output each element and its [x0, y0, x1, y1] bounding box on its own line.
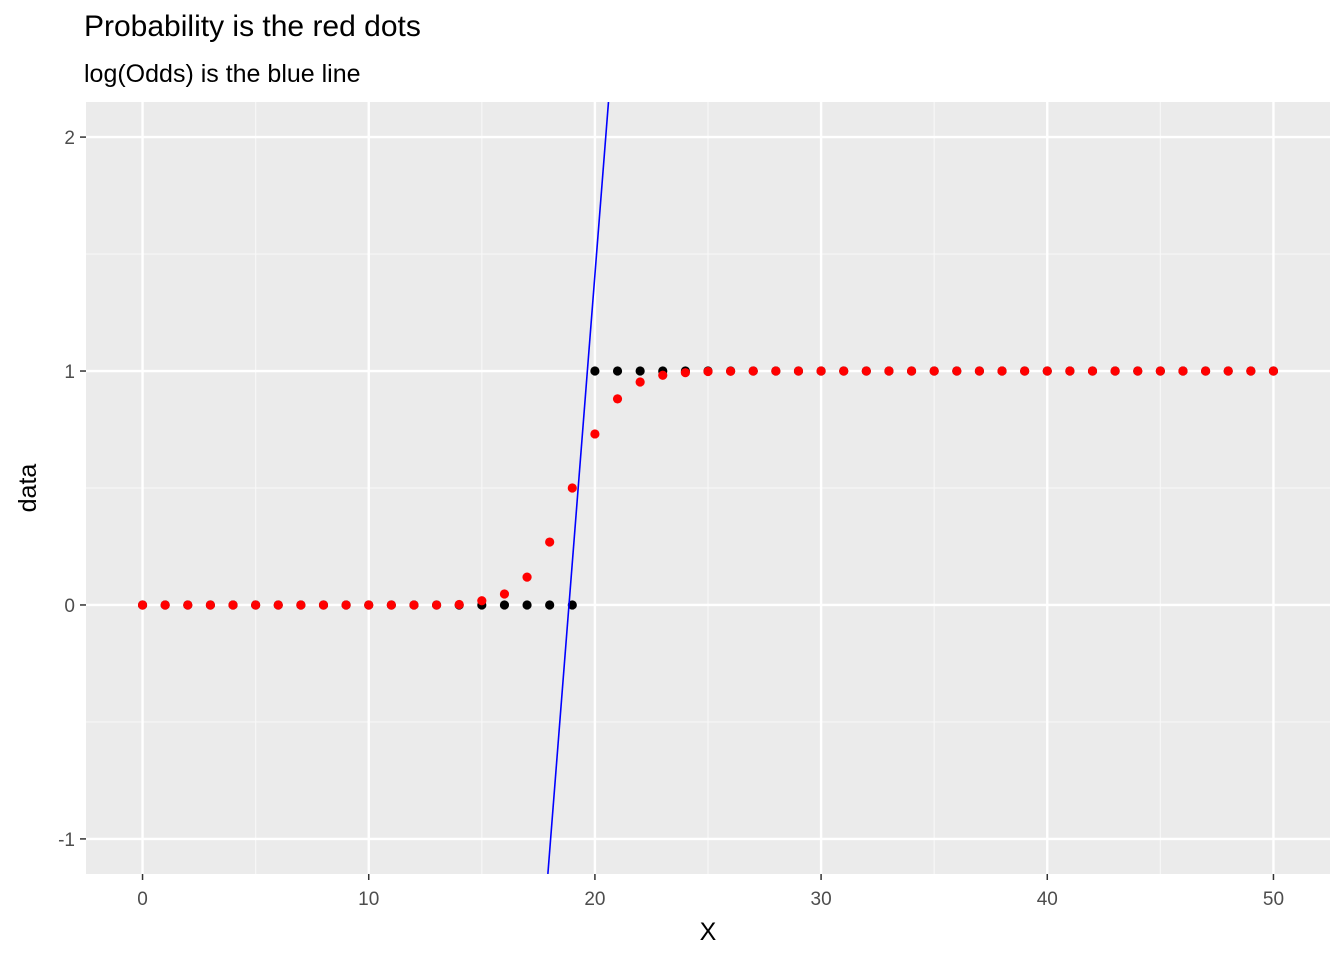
- data-point-series-1: [1087, 366, 1098, 376]
- data-point-series-1: [499, 589, 510, 599]
- y-tick-label: -1: [58, 830, 75, 851]
- data-point-series-0: [522, 600, 532, 610]
- data-point-series-1: [431, 600, 442, 610]
- data-point-series-1: [680, 368, 690, 378]
- data-point-series-1: [386, 600, 396, 610]
- data-point-series-1: [952, 366, 962, 376]
- data-point-series-1: [318, 600, 329, 610]
- data-point-series-1: [1020, 366, 1030, 376]
- data-point-series-1: [793, 366, 804, 376]
- data-point-series-1: [1268, 366, 1279, 376]
- data-point-series-1: [658, 370, 668, 380]
- data-point-series-0: [545, 600, 555, 610]
- data-point-series-1: [160, 600, 170, 610]
- data-point-series-1: [454, 599, 464, 610]
- data-point-series-1: [1110, 366, 1120, 376]
- data-point-series-0: [612, 366, 623, 376]
- data-point-series-1: [726, 366, 736, 376]
- x-tick-label: 20: [584, 889, 605, 910]
- data-point-series-1: [545, 537, 555, 547]
- y-tick-label: 2: [64, 128, 75, 149]
- data-point-series-1: [1178, 366, 1188, 376]
- data-point-series-1: [974, 366, 985, 376]
- data-point-series-1: [816, 366, 826, 376]
- data-point-series-1: [997, 366, 1007, 376]
- data-point-series-1: [1065, 366, 1075, 376]
- data-point-series-1: [567, 483, 577, 493]
- data-point-series-1: [477, 596, 487, 606]
- x-axis-title: X: [700, 918, 717, 946]
- x-tick-label: 0: [137, 889, 148, 910]
- data-point-series-0: [635, 366, 645, 376]
- data-point-series-1: [341, 600, 351, 610]
- x-tick-label: 40: [1037, 889, 1058, 910]
- data-point-series-1: [137, 600, 148, 610]
- x-tick-label: 50: [1263, 889, 1284, 910]
- data-point-series-1: [703, 366, 713, 377]
- data-point-series-0: [499, 600, 510, 610]
- y-tick-label: 0: [64, 596, 75, 617]
- x-tick-label: 10: [358, 889, 379, 910]
- data-point-series-1: [205, 600, 215, 610]
- data-point-series-1: [183, 600, 193, 610]
- data-point-series-1: [296, 600, 306, 610]
- data-point-series-1: [906, 366, 917, 376]
- data-point-series-1: [1155, 366, 1165, 376]
- data-point-series-1: [748, 366, 758, 376]
- data-point-series-1: [409, 600, 419, 610]
- data-point-series-1: [929, 366, 939, 376]
- data-point-series-1: [251, 600, 261, 610]
- x-tick-label: 30: [811, 889, 832, 910]
- data-point-series-1: [590, 429, 600, 439]
- data-point-series-1: [884, 366, 894, 376]
- y-tick-label: 1: [64, 362, 75, 383]
- data-point-series-1: [635, 377, 645, 387]
- data-point-series-1: [1201, 366, 1211, 376]
- y-axis-title: data: [14, 464, 42, 513]
- data-point-series-1: [1042, 366, 1052, 376]
- data-point-series-1: [612, 394, 623, 404]
- data-point-series-0: [567, 600, 577, 610]
- chart-title: Probability is the red dots: [84, 10, 421, 43]
- data-point-series-1: [522, 572, 532, 582]
- chart-subtitle: log(Odds) is the blue line: [84, 60, 361, 88]
- data-point-series-1: [364, 600, 374, 610]
- log-odds-line: [547, 102, 610, 874]
- series-layer: [137, 102, 1279, 874]
- data-point-series-1: [839, 366, 849, 376]
- data-point-series-1: [771, 366, 781, 376]
- data-point-series-1: [228, 600, 238, 610]
- data-point-series-1: [1246, 366, 1256, 376]
- data-point-series-1: [273, 600, 283, 610]
- data-point-series-0: [590, 366, 600, 376]
- data-point-series-1: [861, 366, 871, 376]
- data-point-series-1: [1223, 366, 1233, 376]
- data-point-series-1: [1133, 366, 1143, 376]
